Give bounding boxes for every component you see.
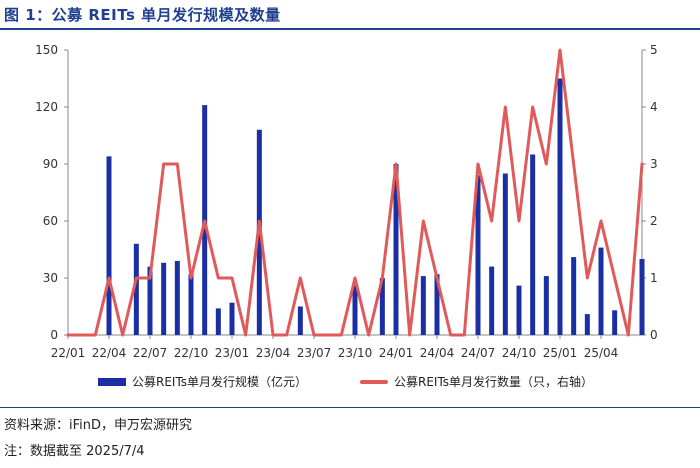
x-tick-label: 23/01 — [215, 346, 250, 360]
left-tick-label: 90 — [43, 157, 58, 171]
bars-layer — [106, 78, 645, 335]
bar — [379, 278, 385, 335]
bar — [489, 266, 495, 335]
left-tick-label: 120 — [35, 100, 58, 114]
bar — [598, 247, 604, 335]
x-tick-label: 22/01 — [51, 346, 86, 360]
legend-label-bar: 公募REITs单月发行规模（亿元） — [132, 375, 308, 389]
left-tick-label: 60 — [43, 214, 58, 228]
bar — [174, 260, 180, 335]
x-tick-label: 23/07 — [297, 346, 332, 360]
legend-swatch-bar — [98, 377, 126, 386]
bar — [420, 276, 426, 335]
bar — [571, 257, 577, 335]
bar — [297, 306, 303, 335]
bar — [106, 156, 112, 335]
title-divider — [0, 28, 700, 30]
bar — [612, 310, 618, 335]
bar — [393, 164, 399, 335]
x-tick-label: 25/04 — [584, 346, 619, 360]
line-layer — [66, 48, 644, 337]
bar — [352, 285, 358, 335]
bar — [434, 274, 440, 335]
bar — [161, 262, 167, 335]
date-note: 注：数据截至 2025/7/4 — [4, 444, 145, 459]
right-tick-label: 0 — [650, 328, 658, 342]
bar-line-chart: 0 30 60 90 120 150 0 1 2 3 4 5 22/01 22/04 22/07 22/10 2… — [35, 43, 658, 360]
x-tick-label: 24/10 — [502, 346, 537, 360]
bar — [215, 308, 221, 335]
bar — [543, 276, 549, 335]
bar — [557, 78, 563, 335]
left-tick-label: 0 — [50, 328, 58, 342]
x-tick-label: 22/10 — [174, 346, 209, 360]
x-tick-label: 25/01 — [543, 346, 578, 360]
left-tick-label: 30 — [43, 271, 58, 285]
bar — [188, 274, 194, 335]
footer-divider — [0, 407, 700, 408]
x-tick-label: 23/10 — [338, 346, 373, 360]
bar — [516, 285, 522, 335]
legend-swatch-line — [360, 379, 388, 384]
left-tick-label: 150 — [35, 43, 58, 57]
source-note: 资料来源：iFinD，申万宏源研究 — [4, 418, 193, 433]
x-tick-label: 24/01 — [379, 346, 414, 360]
legend-item-line: 公募REITs单月发行数量（只，右轴） — [360, 373, 593, 390]
x-tick-label: 23/04 — [256, 346, 291, 360]
x-tick-label: 22/04 — [92, 346, 127, 360]
count-line — [66, 48, 644, 337]
bar — [475, 175, 481, 335]
right-tick-label: 3 — [650, 157, 658, 171]
right-tick-label: 5 — [650, 43, 658, 57]
axes-layer: 0 30 60 90 120 150 0 1 2 3 4 5 22/01 22/04 22/07 22/10 2… — [35, 43, 658, 360]
x-tick-label: 22/07 — [133, 346, 168, 360]
x-tick-label: 24/07 — [461, 346, 496, 360]
bar — [147, 266, 153, 335]
legend-label-line: 公募REITs单月发行数量（只，右轴） — [394, 375, 594, 389]
bar — [229, 302, 235, 335]
bar — [502, 173, 508, 335]
legend-item-bar: 公募REITs单月发行规模（亿元） — [98, 373, 307, 390]
chart-title: 图 1：公募 REITs 单月发行规模及数量 — [4, 6, 281, 24]
right-tick-label: 2 — [650, 214, 658, 228]
bar — [133, 243, 139, 335]
bar — [530, 154, 536, 335]
x-tick-label: 24/04 — [420, 346, 455, 360]
bar — [584, 314, 590, 335]
bar — [639, 259, 645, 335]
right-tick-label: 4 — [650, 100, 658, 114]
right-tick-label: 1 — [650, 271, 658, 285]
